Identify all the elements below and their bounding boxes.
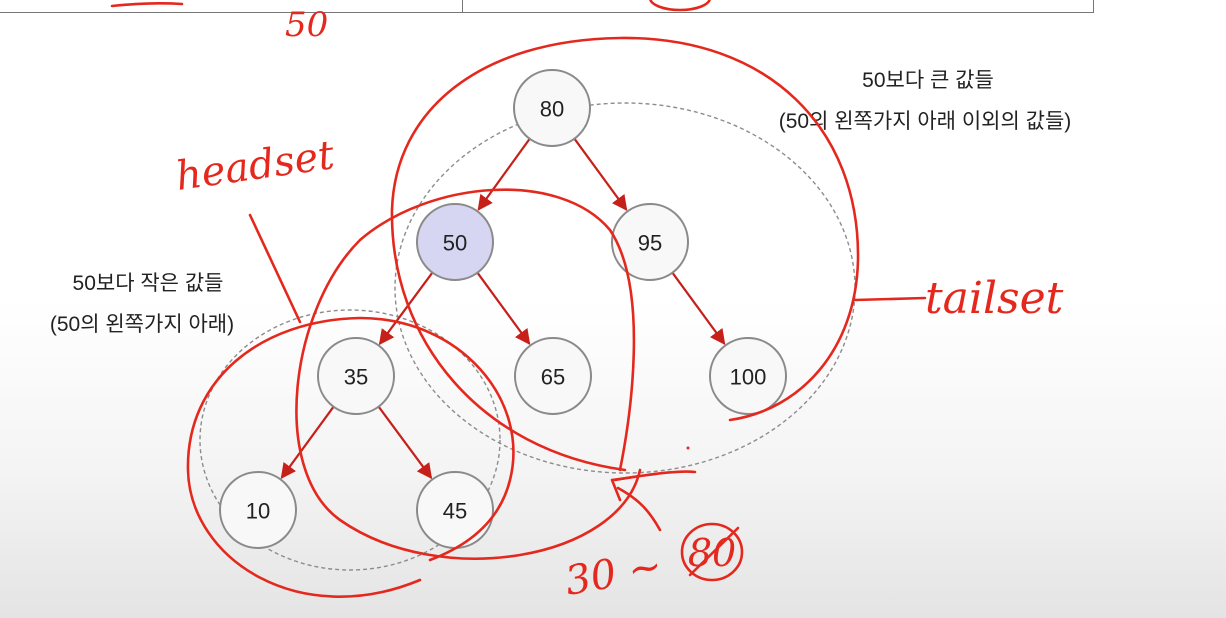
tree-node-65: 65 bbox=[514, 337, 592, 415]
tree-node-95: 95 bbox=[611, 203, 689, 281]
greater-region-dashed bbox=[394, 102, 856, 474]
node-circle-10 bbox=[219, 471, 297, 549]
tree-node-45: 45 bbox=[416, 471, 494, 549]
ink-top-fragment: 50 bbox=[285, 5, 328, 45]
node-circle-100 bbox=[709, 337, 787, 415]
edge-80-to-95 bbox=[573, 138, 628, 211]
less-annotation-line1: 50보다 작은 값들 bbox=[73, 272, 224, 295]
greater-annotation-line2: (50의 왼쪽가지 아래 이외의 값들) bbox=[779, 110, 1072, 133]
node-circle-80 bbox=[513, 69, 591, 147]
node-label-45: 45 bbox=[443, 499, 467, 524]
ink-tailset-pointer bbox=[853, 296, 927, 302]
edge-80-to-50 bbox=[477, 138, 531, 211]
node-label-65: 65 bbox=[541, 365, 565, 390]
edge-50-to-35 bbox=[378, 271, 434, 346]
node-circle-35 bbox=[317, 337, 395, 415]
node-label-35: 35 bbox=[344, 365, 368, 390]
tree-node-80: 80 bbox=[513, 69, 591, 147]
ink-range-baseline bbox=[613, 470, 697, 482]
tree-edges bbox=[280, 138, 726, 480]
edge-95-to-100 bbox=[671, 272, 726, 345]
node-circle-95 bbox=[611, 203, 689, 281]
tree-node-100: 100 bbox=[709, 337, 787, 415]
tree-node-10: 10 bbox=[219, 471, 297, 549]
ink-circle-fragment bbox=[649, 0, 711, 12]
node-circle-50 bbox=[416, 203, 494, 281]
ink-bottom-circle bbox=[186, 316, 515, 598]
ink-strike-line bbox=[688, 526, 740, 577]
top-table-strip bbox=[0, 0, 1094, 13]
ink-headset-label: headset bbox=[173, 132, 338, 200]
tree-nodes: 80 50 95 35 65 100 10 45 bbox=[219, 69, 787, 549]
node-label-95: 95 bbox=[638, 231, 662, 256]
less-region-dashed bbox=[199, 309, 501, 571]
ink-dot bbox=[686, 446, 690, 450]
ink-headset-pointer bbox=[248, 213, 302, 324]
ink-range-label: 30 ~ bbox=[562, 543, 666, 605]
ink-crossed-circle bbox=[680, 522, 744, 582]
ink-tailset-circle bbox=[390, 36, 860, 472]
node-label-100: 100 bbox=[730, 365, 767, 390]
less-annotation-line2: (50의 왼쪽가지 아래) bbox=[50, 313, 234, 336]
node-label-10: 10 bbox=[246, 499, 270, 524]
ink-underline-fragment bbox=[110, 2, 184, 8]
tree-node-35: 35 bbox=[317, 337, 395, 415]
ink-headset-circle bbox=[295, 188, 642, 560]
node-label-80: 80 bbox=[540, 97, 564, 122]
edge-35-to-45 bbox=[377, 405, 433, 480]
node-circle-65 bbox=[514, 337, 592, 415]
ink-range-arrow-line bbox=[616, 486, 662, 532]
tree-node-50: 50 bbox=[416, 203, 494, 281]
node-label-50: 50 bbox=[443, 231, 467, 256]
table-cell-divider bbox=[462, 0, 463, 12]
greater-annotation-line1: 50보다 큰 값들 bbox=[862, 69, 994, 92]
edge-50-to-65 bbox=[476, 272, 531, 345]
ink-tailset-label: tailset bbox=[925, 273, 1064, 324]
edge-35-to-10 bbox=[280, 406, 335, 479]
